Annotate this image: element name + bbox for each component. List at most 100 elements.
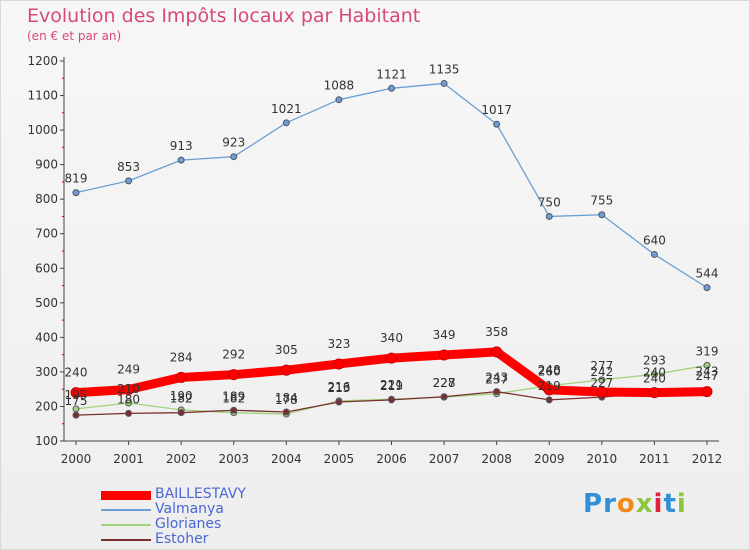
y-tick-label: 1100: [27, 89, 58, 103]
data-label: 237: [485, 373, 508, 387]
data-label: 323: [327, 337, 350, 351]
data-point: [228, 369, 240, 381]
legend-swatch: [101, 539, 151, 541]
data-label: 1121: [376, 67, 407, 81]
data-label: 178: [275, 393, 298, 407]
data-label: 913: [170, 139, 193, 153]
data-label: 221: [380, 378, 403, 392]
brand-logo: Proxiti: [583, 489, 687, 519]
data-point: [125, 409, 133, 417]
data-label: 293: [643, 353, 666, 367]
series-line-valmanya: [75, 82, 708, 289]
x-tick-label: 2005: [324, 452, 355, 466]
data-point: [388, 396, 395, 404]
brand-letter: r: [603, 489, 617, 519]
data-label: 248: [538, 363, 561, 377]
brand-letter: P: [583, 489, 604, 519]
data-point: [125, 177, 133, 185]
data-label: 216: [327, 380, 350, 394]
data-label: 240: [65, 366, 88, 380]
data-point: [230, 153, 238, 161]
data-label: 750: [538, 195, 561, 209]
data-label: 1088: [324, 79, 355, 93]
legend-swatch: [101, 524, 151, 526]
data-label: 247: [696, 369, 719, 383]
data-label: 227: [433, 376, 456, 390]
data-label: 193: [65, 388, 88, 402]
legend-label: BAILLESTAVY: [155, 486, 246, 502]
data-point: [491, 346, 503, 358]
data-point: [701, 386, 713, 398]
data-point: [230, 406, 238, 414]
data-label: 1135: [429, 62, 460, 76]
data-point: [493, 120, 501, 128]
data-label: 260: [538, 365, 561, 379]
data-label: 175: [65, 394, 88, 408]
y-tick-label: 800: [35, 192, 58, 206]
data-label: 219: [538, 379, 561, 393]
data-label: 755: [590, 194, 613, 208]
data-label: 182: [170, 392, 193, 406]
data-label: 243: [485, 371, 508, 385]
data-label: 305: [275, 343, 298, 357]
data-label: 284: [170, 350, 193, 364]
data-label: 923: [222, 136, 245, 150]
data-label: 240: [643, 366, 666, 380]
y-tick-label: 400: [35, 330, 58, 344]
y-tick-label: 500: [35, 296, 58, 310]
data-label: 349: [433, 328, 456, 342]
x-tick-label: 2011: [639, 452, 670, 466]
data-point: [123, 384, 135, 396]
legend-swatch: [101, 509, 151, 511]
y-tick-label: 600: [35, 261, 58, 275]
data-point: [703, 284, 711, 292]
brand-letter: i: [653, 489, 664, 519]
data-point: [175, 371, 187, 383]
data-point: [493, 388, 501, 396]
data-label: 1021: [271, 102, 302, 116]
data-point: [70, 387, 82, 399]
data-label: 358: [485, 325, 508, 339]
legend-label: Glorianes: [155, 516, 222, 532]
data-label: 190: [170, 389, 193, 403]
data-label: 249: [117, 363, 140, 377]
data-point: [438, 349, 450, 361]
data-label: 242: [590, 365, 613, 379]
data-point: [650, 250, 658, 258]
data-label: 292: [222, 348, 245, 362]
data-label: 182: [222, 392, 245, 406]
legend-label: Valmanya: [155, 501, 224, 517]
data-point: [648, 387, 660, 399]
brand-letter: t: [663, 489, 677, 519]
brand-letter: o: [616, 489, 636, 519]
data-point: [125, 399, 133, 407]
x-tick-label: 2012: [692, 452, 723, 466]
data-label: 277: [590, 359, 613, 373]
data-label: 640: [643, 233, 666, 247]
data-label: 319: [696, 344, 719, 358]
x-tick-label: 2010: [587, 452, 618, 466]
brand-letter: x: [635, 489, 654, 519]
data-point: [333, 358, 345, 370]
data-label: 240: [643, 372, 666, 386]
data-point: [177, 409, 185, 417]
y-tick-label: 200: [35, 399, 58, 413]
brand-letter: i: [676, 489, 687, 519]
data-point: [72, 411, 80, 419]
data-point: [72, 189, 80, 197]
data-point: [177, 156, 185, 164]
data-point: [440, 393, 448, 401]
data-point: [282, 408, 290, 416]
data-label: 219: [380, 379, 403, 393]
data-point: [543, 384, 555, 396]
data-label: 210: [117, 382, 140, 396]
data-label: 180: [117, 392, 140, 406]
data-point: [596, 386, 608, 398]
y-tick-label: 100: [35, 434, 58, 448]
y-tick-label: 300: [35, 365, 58, 379]
data-point: [598, 376, 606, 384]
data-label: 1017: [481, 103, 512, 117]
data-label: 184: [275, 391, 298, 405]
